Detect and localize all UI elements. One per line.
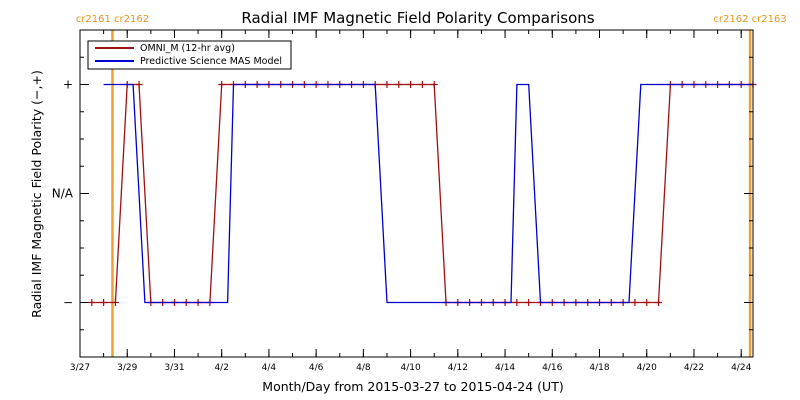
mas-model-series-line [103, 83, 753, 304]
x-tick-label: 4/20 [637, 363, 657, 373]
x-tick-label: 3/27 [70, 363, 90, 373]
x-tick-label: 3/29 [117, 363, 137, 373]
x-tick-label: 4/22 [684, 363, 704, 373]
omni-data-point [218, 81, 226, 88]
omni-data-point [631, 299, 639, 306]
omni-data-point [88, 299, 96, 306]
omni-data-point [525, 299, 533, 306]
legend-label-omni: OMNI_M (12-hr avg) [140, 43, 235, 54]
legend-label-mas: Predictive Science MAS Model [140, 56, 282, 67]
plot-frame [79, 29, 754, 358]
x-tick-labels: 3/27 3/29 3/31 4/2 4/4 4/6 4/8 4/10 4/12 4/14 4/16… [70, 363, 752, 373]
data-series [88, 81, 757, 306]
x-tick-label: 4/6 [309, 363, 324, 373]
chart-title: Radial IMF Magnetic Field Polarity Compa… [241, 9, 594, 27]
omni-data-point [513, 299, 521, 306]
x-tick-label: 4/2 [214, 363, 228, 373]
legend-box [87, 40, 292, 70]
x-axis-label: Month/Day from 2015-03-27 to 2015-04-24 … [262, 379, 563, 394]
x-tick-label: 4/18 [589, 363, 609, 373]
omni-data-point [643, 299, 651, 306]
x-tick-label: 4/12 [448, 363, 468, 373]
y-tick-labels: + N/A − [52, 78, 74, 310]
x-tick-label: 4/14 [495, 363, 515, 373]
y-tick-label: − [63, 296, 73, 310]
omni-data-point [395, 81, 403, 88]
x-tick-label: 3/31 [164, 363, 184, 373]
y-tick-label: + [63, 78, 73, 92]
axis-ticks [79, 29, 753, 358]
omni-data-point [430, 81, 438, 88]
omni-data-point [111, 299, 119, 306]
legend: OMNI_M (12-hr avg) Predictive Science MA… [87, 40, 292, 70]
y-tick-label: N/A [52, 187, 74, 201]
x-tick-label: 4/24 [731, 363, 751, 373]
omni-data-point [655, 299, 663, 306]
x-tick-label: 4/8 [356, 363, 371, 373]
carrington-rotation-label: cr2162 cr2163 [713, 14, 786, 25]
x-tick-label: 4/10 [400, 363, 420, 373]
omni-data-point [100, 299, 108, 306]
omni-series-line [91, 83, 753, 304]
x-tick-label: 4/4 [262, 363, 277, 373]
carrington-rotation-label: cr2161 cr2162 [76, 14, 149, 25]
x-tick-label: 4/16 [542, 363, 562, 373]
omni-data-point [383, 81, 391, 88]
y-axis-label: Radial IMF Magnetic Field Polarity (−,+) [29, 70, 44, 318]
omni-data-point [418, 81, 426, 88]
omni-data-point [135, 81, 143, 88]
omni-data-point [407, 81, 415, 88]
